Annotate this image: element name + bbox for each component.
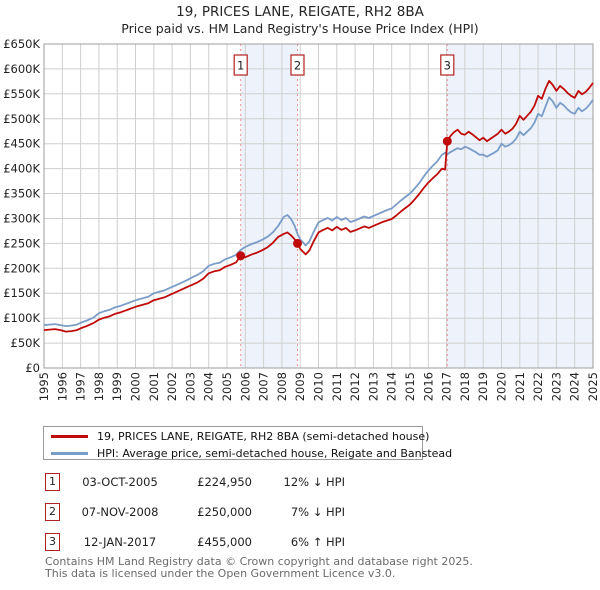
transaction-price: £455,000 <box>197 535 252 549</box>
svg-text:1999: 1999 <box>110 372 124 401</box>
transaction-price: £250,000 <box>197 505 252 519</box>
page-subtitle: Price paid vs. HM Land Registry's House … <box>121 21 479 36</box>
chart-legend: 19, PRICES LANE, REIGATE, RH2 8BA (semi-… <box>43 426 452 461</box>
svg-text:£100K: £100K <box>3 311 40 325</box>
sale-marker-box <box>233 54 248 76</box>
transaction-row: 3 12-JAN-2017 £455,000 6% ↑ HPI <box>0 532 600 552</box>
transaction-date: 07-NOV-2008 <box>81 505 159 519</box>
transaction-row: 2 07-NOV-2008 £250,000 7% ↓ HPI <box>0 502 600 522</box>
svg-text:2000: 2000 <box>129 372 143 401</box>
transaction-number-badge: 2 <box>45 503 60 521</box>
svg-text:2024: 2024 <box>568 372 582 401</box>
svg-text:2003: 2003 <box>183 372 197 401</box>
svg-text:£150K: £150K <box>3 286 40 300</box>
svg-text:3: 3 <box>444 59 451 73</box>
svg-text:1997: 1997 <box>74 372 88 401</box>
svg-text:£350K: £350K <box>3 187 40 201</box>
sale-marker-box <box>440 54 455 76</box>
svg-text:£250K: £250K <box>3 236 40 250</box>
svg-text:2009: 2009 <box>293 372 307 401</box>
transaction-hpi-delta: 7% ↓ HPI <box>290 505 345 519</box>
svg-text:2005: 2005 <box>220 372 234 401</box>
sale-point <box>236 251 246 261</box>
svg-text:£300K: £300K <box>3 212 40 226</box>
svg-text:2017: 2017 <box>440 372 454 401</box>
legend-label-property: 19, PRICES LANE, REIGATE, RH2 8BA (semi-… <box>97 429 430 443</box>
svg-text:2023: 2023 <box>549 372 563 401</box>
svg-text:2010: 2010 <box>312 372 326 401</box>
ownership-shaded-regions <box>240 44 593 368</box>
svg-text:2004: 2004 <box>202 372 216 401</box>
sale-marker-flags: 1 2 3 <box>233 54 455 76</box>
svg-text:2008: 2008 <box>275 372 289 401</box>
svg-text:2001: 2001 <box>147 372 161 401</box>
svg-text:1995: 1995 <box>37 372 51 401</box>
svg-text:2020: 2020 <box>495 372 509 401</box>
svg-text:2007: 2007 <box>257 372 271 401</box>
svg-text:1: 1 <box>237 59 244 73</box>
hpi-line <box>43 96 594 328</box>
transaction-hpi-delta: 6% ↑ HPI <box>290 535 345 549</box>
svg-text:£650K: £650K <box>3 37 40 51</box>
sale-date-dashed-lines <box>240 44 448 368</box>
property-price-line <box>43 80 594 333</box>
hpi-line-swatch <box>51 451 88 455</box>
sale-point <box>442 136 452 146</box>
svg-text:£50K: £50K <box>11 336 41 350</box>
svg-text:2012: 2012 <box>348 372 362 401</box>
svg-text:£400K: £400K <box>3 162 40 176</box>
svg-text:£550K: £550K <box>3 87 40 101</box>
plot-border <box>43 43 594 369</box>
legend-item-property: 19, PRICES LANE, REIGATE, RH2 8BA (semi-… <box>44 428 429 444</box>
svg-text:2014: 2014 <box>385 372 399 401</box>
property-line-swatch <box>51 434 88 438</box>
svg-text:2022: 2022 <box>531 372 545 401</box>
svg-text:1998: 1998 <box>92 372 106 401</box>
svg-text:2018: 2018 <box>458 372 472 401</box>
page-title: 19, PRICES LANE, REIGATE, RH2 8BA <box>176 4 424 20</box>
svg-text:2002: 2002 <box>165 372 179 401</box>
price-paid-vs-hpi-chart: £0 £50K £100K £150K £200K £250K £300K £350K £400… <box>3 37 600 401</box>
sale-point <box>293 238 302 248</box>
svg-text:2006: 2006 <box>238 372 252 401</box>
transaction-number-badge: 1 <box>45 473 60 491</box>
transaction-date: 03-OCT-2005 <box>82 475 158 489</box>
footer-line-2: This data is licensed under the Open Gov… <box>45 567 396 580</box>
svg-text:2019: 2019 <box>476 372 490 401</box>
sale-points <box>236 136 452 261</box>
license-footer: Contains HM Land Registry data © Crown c… <box>45 556 585 580</box>
legend-item-hpi: HPI: Average price, semi-detached house,… <box>44 445 452 461</box>
svg-text:£500K: £500K <box>3 112 40 126</box>
svg-text:2: 2 <box>294 59 301 73</box>
svg-text:£450K: £450K <box>3 137 40 151</box>
legend-label-hpi: HPI: Average price, semi-detached house,… <box>97 446 453 460</box>
transaction-number-badge: 3 <box>45 533 60 551</box>
svg-text:£200K: £200K <box>3 261 40 275</box>
svg-text:2021: 2021 <box>513 372 527 401</box>
svg-text:2015: 2015 <box>403 372 417 401</box>
svg-text:£0: £0 <box>25 361 40 375</box>
transaction-row: 1 03-OCT-2005 £224,950 12% ↓ HPI <box>0 472 600 492</box>
svg-text:2016: 2016 <box>421 372 435 401</box>
footer-line-1: Contains HM Land Registry data © Crown c… <box>45 555 473 568</box>
transaction-hpi-delta: 12% ↓ HPI <box>283 475 345 489</box>
svg-text:1996: 1996 <box>55 372 69 401</box>
transaction-price: £224,950 <box>197 475 252 489</box>
sale-marker-box <box>290 54 305 76</box>
svg-text:2025: 2025 <box>586 372 600 401</box>
svg-text:£600K: £600K <box>3 62 40 76</box>
svg-text:2013: 2013 <box>366 372 380 401</box>
axis-tick-labels: £0 £50K £100K £150K £200K £250K £300K £350K £400… <box>3 37 600 401</box>
svg-text:2011: 2011 <box>330 372 344 401</box>
transaction-date: 12-JAN-2017 <box>83 535 157 549</box>
